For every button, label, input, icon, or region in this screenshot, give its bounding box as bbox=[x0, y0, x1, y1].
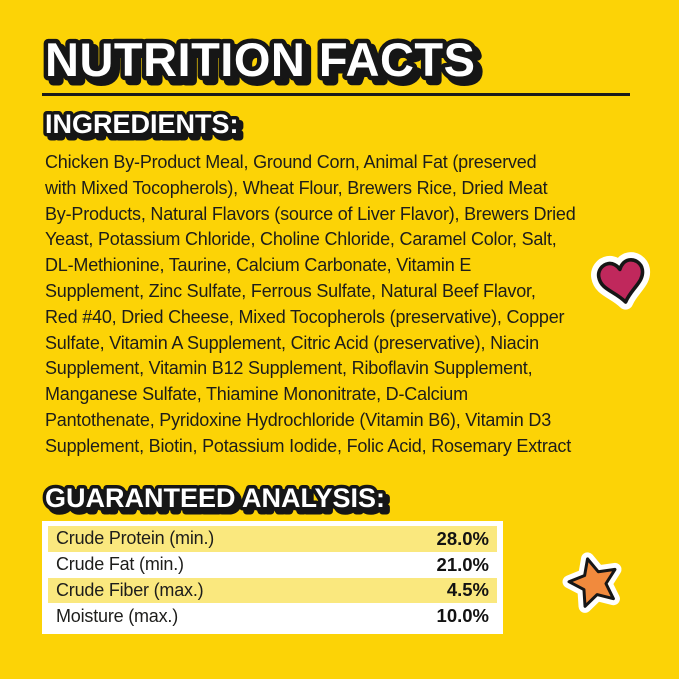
guaranteed-analysis-heading: GUARANTEED ANALYSIS: GUARANTEED ANALYSIS… bbox=[42, 480, 393, 521]
title-divider bbox=[42, 93, 630, 96]
svg-text:NUTRITION FACTS: NUTRITION FACTS bbox=[50, 38, 480, 91]
table-row: Moisture (max.) 10.0% bbox=[48, 603, 497, 629]
guaranteed-analysis-table: Crude Protein (min.) 28.0% Crude Fat (mi… bbox=[42, 521, 503, 634]
page-title: NUTRITION FACTS NUTRITION FACTS NUTRITIO… bbox=[41, 29, 485, 93]
ingredients-heading: INGREDIENTS: INGREDIENTS: INGREDIENTS: bbox=[42, 106, 247, 147]
table-row: Crude Protein (min.) 28.0% bbox=[48, 526, 497, 552]
analysis-label: Moisture (max.) bbox=[56, 605, 179, 626]
ingredients-text: Chicken By-Product Meal, Ground Corn, An… bbox=[45, 152, 576, 456]
svg-text:GUARANTEED ANALYSIS:: GUARANTEED ANALYSIS: bbox=[45, 483, 385, 513]
svg-text:NUTRITION FACTS: NUTRITION FACTS bbox=[45, 33, 475, 86]
analysis-value: 4.5% bbox=[446, 579, 489, 601]
analysis-value: 28.0% bbox=[436, 527, 489, 549]
svg-text:INGREDIENTS:: INGREDIENTS: bbox=[49, 113, 243, 143]
svg-text:GUARANTEED ANALYSIS:: GUARANTEED ANALYSIS: bbox=[45, 483, 385, 513]
analysis-label: Crude Protein (min.) bbox=[56, 528, 215, 549]
star-shape bbox=[567, 557, 617, 608]
star-icon bbox=[562, 552, 622, 613]
table-row: Crude Fiber (max.) 4.5% bbox=[48, 577, 497, 604]
analysis-label: Crude Fiber (max.) bbox=[56, 579, 204, 600]
analysis-value: 10.0% bbox=[436, 605, 489, 627]
svg-text:GUARANTEED ANALYSIS:: GUARANTEED ANALYSIS: bbox=[49, 487, 389, 517]
table-row: Crude Fat (min.) 21.0% bbox=[48, 552, 497, 578]
svg-text:NUTRITION FACTS: NUTRITION FACTS bbox=[45, 33, 475, 86]
svg-text:INGREDIENTS:: INGREDIENTS: bbox=[45, 109, 239, 139]
analysis-label: Crude Fat (min.) bbox=[56, 554, 184, 575]
svg-text:INGREDIENTS:: INGREDIENTS: bbox=[45, 109, 239, 139]
heart-icon bbox=[591, 252, 651, 310]
analysis-value: 21.0% bbox=[436, 553, 489, 575]
heart-shape bbox=[596, 258, 645, 304]
